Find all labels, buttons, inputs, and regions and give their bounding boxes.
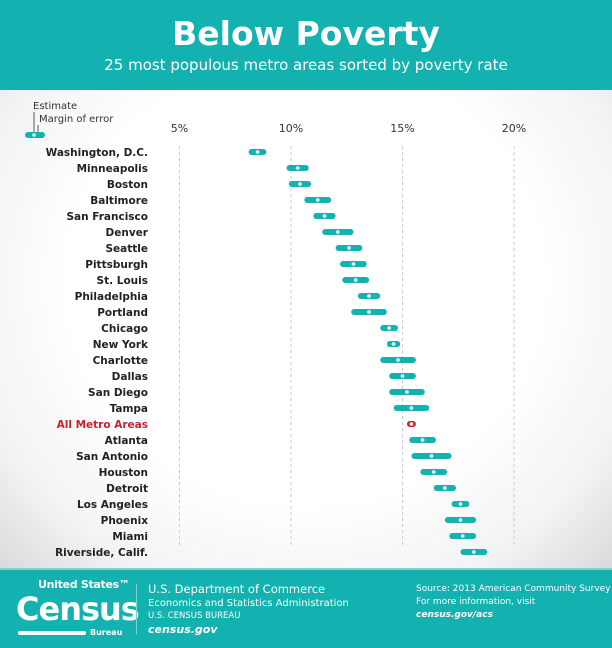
estimate-dot [409, 406, 414, 410]
estimate-dot [347, 246, 351, 250]
category-label: Detroit [106, 483, 148, 495]
estimate-dot [351, 262, 356, 266]
category-label: Baltimore [90, 195, 148, 207]
x-tick-label: 10% [279, 122, 303, 135]
header: Below Poverty 25 most populous metro are… [0, 0, 612, 90]
estimate-dot [420, 438, 425, 442]
category-label: New York [93, 339, 149, 351]
dot-range-chart: 5% 10% 15% 20% Estimate Margin of error Washin… [25, 101, 526, 559]
category-label: Seattle [105, 243, 148, 255]
census-logo: United States™ Census Bureau [16, 578, 140, 644]
logo-text: Bureau [90, 628, 123, 637]
logo-text: United States™ [38, 578, 130, 591]
category-label: Boston [107, 179, 148, 191]
estimate-dot [298, 182, 302, 186]
estimate-dot [400, 374, 405, 378]
estimate-dot [353, 278, 358, 282]
source-info: Source: 2013 American Community Survey F… [416, 583, 612, 622]
category-label: Tampa [110, 403, 148, 415]
category-label: Denver [106, 227, 149, 239]
estimate-dot [458, 518, 463, 522]
estimate-dot [471, 550, 476, 554]
divider [136, 584, 137, 634]
estimate-dot [335, 230, 340, 234]
source-text: Source: 2013 American Community Survey [416, 584, 611, 594]
chart-area: 5% 10% 15% 20% Estimate Margin of error Washin… [0, 90, 612, 568]
legend-margin-label: Margin of error [39, 114, 114, 125]
category-label: Phoenix [101, 515, 149, 527]
category-label: San Diego [88, 387, 148, 399]
category-label: Dallas [112, 371, 148, 383]
category-label: Minneapolis [77, 163, 148, 175]
estimate-dot [295, 166, 300, 170]
estimate-dot [409, 422, 414, 426]
estimate-dot [367, 294, 371, 298]
category-label: St. Louis [97, 275, 148, 287]
legend-dot [32, 133, 36, 137]
more-info-text: For more information, visit [416, 597, 536, 607]
estimate-dot [367, 310, 371, 314]
category-label: Atlanta [105, 435, 148, 447]
legend-estimate-label: Estimate [33, 101, 77, 112]
footer: United States™ Census Bureau U.S. Depart… [0, 568, 612, 648]
estimate-dot [396, 358, 400, 362]
category-label: Riverside, Calif. [55, 547, 148, 559]
logo-bar [18, 631, 86, 635]
logo-text: Census [16, 590, 140, 628]
estimate-dot [460, 534, 465, 538]
category-label: Portland [97, 307, 148, 319]
estimate-dot [431, 470, 436, 474]
estimate-dot [315, 198, 320, 202]
chart-title: Below Poverty [172, 14, 440, 53]
category-label: Chicago [101, 323, 148, 335]
x-tick-label: 15% [390, 122, 414, 135]
chart-subtitle: 25 most populous metro areas sorted by p… [104, 56, 508, 74]
category-label: Washington, D.C. [46, 147, 148, 159]
estimate-dot [387, 326, 392, 330]
estimate-dot [458, 502, 463, 506]
estimate-dot [391, 342, 396, 346]
x-tick-label: 20% [502, 122, 526, 135]
dept-name: U.S. Department of Commerce [148, 582, 326, 596]
category-label: Pittsburgh [85, 259, 148, 271]
estimate-dot [442, 486, 447, 490]
category-label: Miami [112, 531, 148, 543]
category-label: Philadelphia [75, 291, 148, 303]
admin-name: Economics and Statistics Administration [148, 598, 349, 609]
estimate-dot [255, 150, 260, 154]
category-label: Charlotte [93, 355, 148, 367]
bureau-name: U.S. CENSUS BUREAU [148, 611, 241, 621]
department-info: U.S. Department of Commerce Economics an… [148, 582, 349, 636]
estimate-dot [322, 214, 327, 218]
category-label: All Metro Areas [57, 419, 148, 431]
x-tick-label: 5% [171, 122, 188, 135]
acs-link[interactable]: census.gov/acs [416, 610, 493, 620]
estimate-dot [405, 390, 409, 394]
estimate-dot [429, 454, 434, 458]
category-label: Los Angeles [77, 499, 148, 511]
category-label: San Antonio [76, 451, 148, 463]
category-label: Houston [99, 467, 148, 479]
category-label: San Francisco [66, 211, 148, 223]
census-link[interactable]: census.gov [148, 623, 218, 636]
